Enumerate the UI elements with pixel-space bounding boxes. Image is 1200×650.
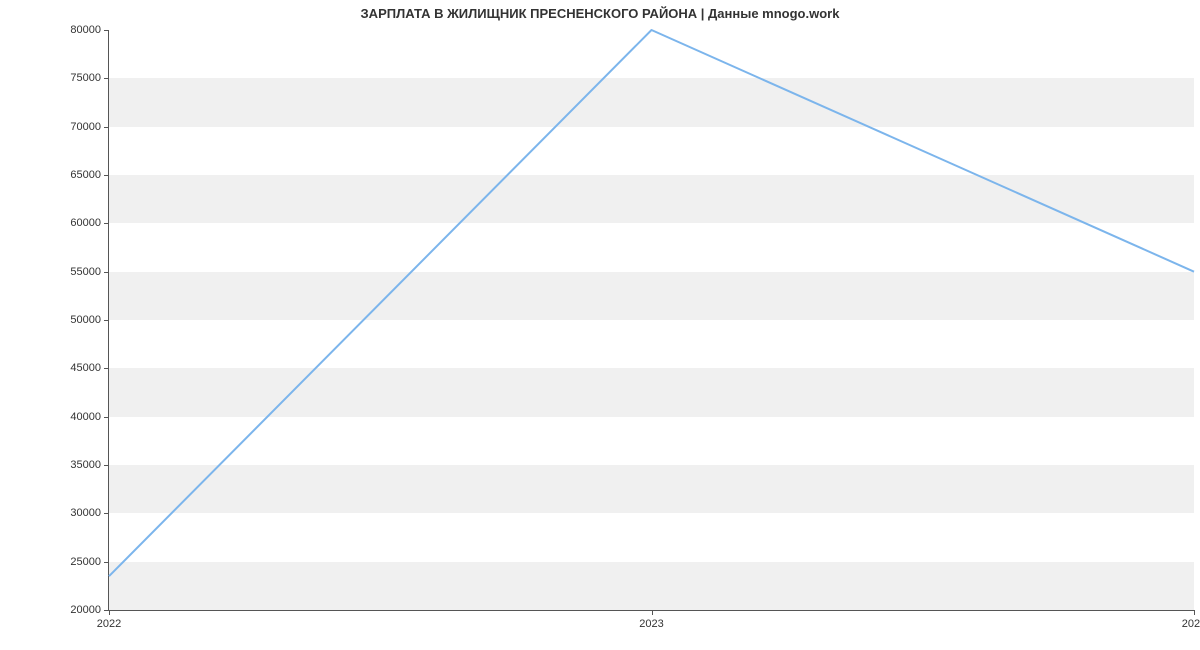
x-tick-mark: [652, 610, 653, 615]
chart-title: ЗАРПЛАТА В ЖИЛИЩНИК ПРЕСНЕНСКОГО РАЙОНА …: [0, 6, 1200, 21]
line-series-svg: [109, 30, 1194, 610]
y-tick-label: 40000: [70, 411, 101, 423]
y-tick-label: 50000: [70, 314, 101, 326]
y-tick-mark: [104, 562, 109, 563]
y-tick-mark: [104, 127, 109, 128]
y-tick-label: 55000: [70, 266, 101, 278]
y-tick-mark: [104, 175, 109, 176]
y-tick-label: 65000: [70, 169, 101, 181]
y-tick-label: 30000: [70, 507, 101, 519]
x-tick-mark: [109, 610, 110, 615]
chart-container: ЗАРПЛАТА В ЖИЛИЩНИК ПРЕСНЕНСКОГО РАЙОНА …: [0, 0, 1200, 650]
y-tick-mark: [104, 368, 109, 369]
line-series: [109, 30, 1194, 576]
x-tick-mark: [1194, 610, 1195, 615]
y-tick-mark: [104, 78, 109, 79]
y-tick-label: 35000: [70, 459, 101, 471]
y-tick-label: 70000: [70, 121, 101, 133]
y-tick-mark: [104, 417, 109, 418]
y-tick-label: 45000: [70, 362, 101, 374]
y-tick-mark: [104, 513, 109, 514]
y-tick-label: 25000: [70, 556, 101, 568]
y-tick-mark: [104, 30, 109, 31]
y-tick-mark: [104, 272, 109, 273]
y-tick-label: 60000: [70, 217, 101, 229]
y-tick-label: 20000: [70, 604, 101, 616]
y-tick-label: 80000: [70, 24, 101, 36]
y-tick-label: 75000: [70, 72, 101, 84]
x-tick-label: 2023: [639, 618, 663, 630]
y-tick-mark: [104, 465, 109, 466]
x-tick-label: 2024: [1182, 618, 1200, 630]
x-tick-label: 2022: [97, 618, 121, 630]
y-tick-mark: [104, 320, 109, 321]
plot-area: 2000025000300003500040000450005000055000…: [108, 30, 1194, 611]
y-tick-mark: [104, 223, 109, 224]
